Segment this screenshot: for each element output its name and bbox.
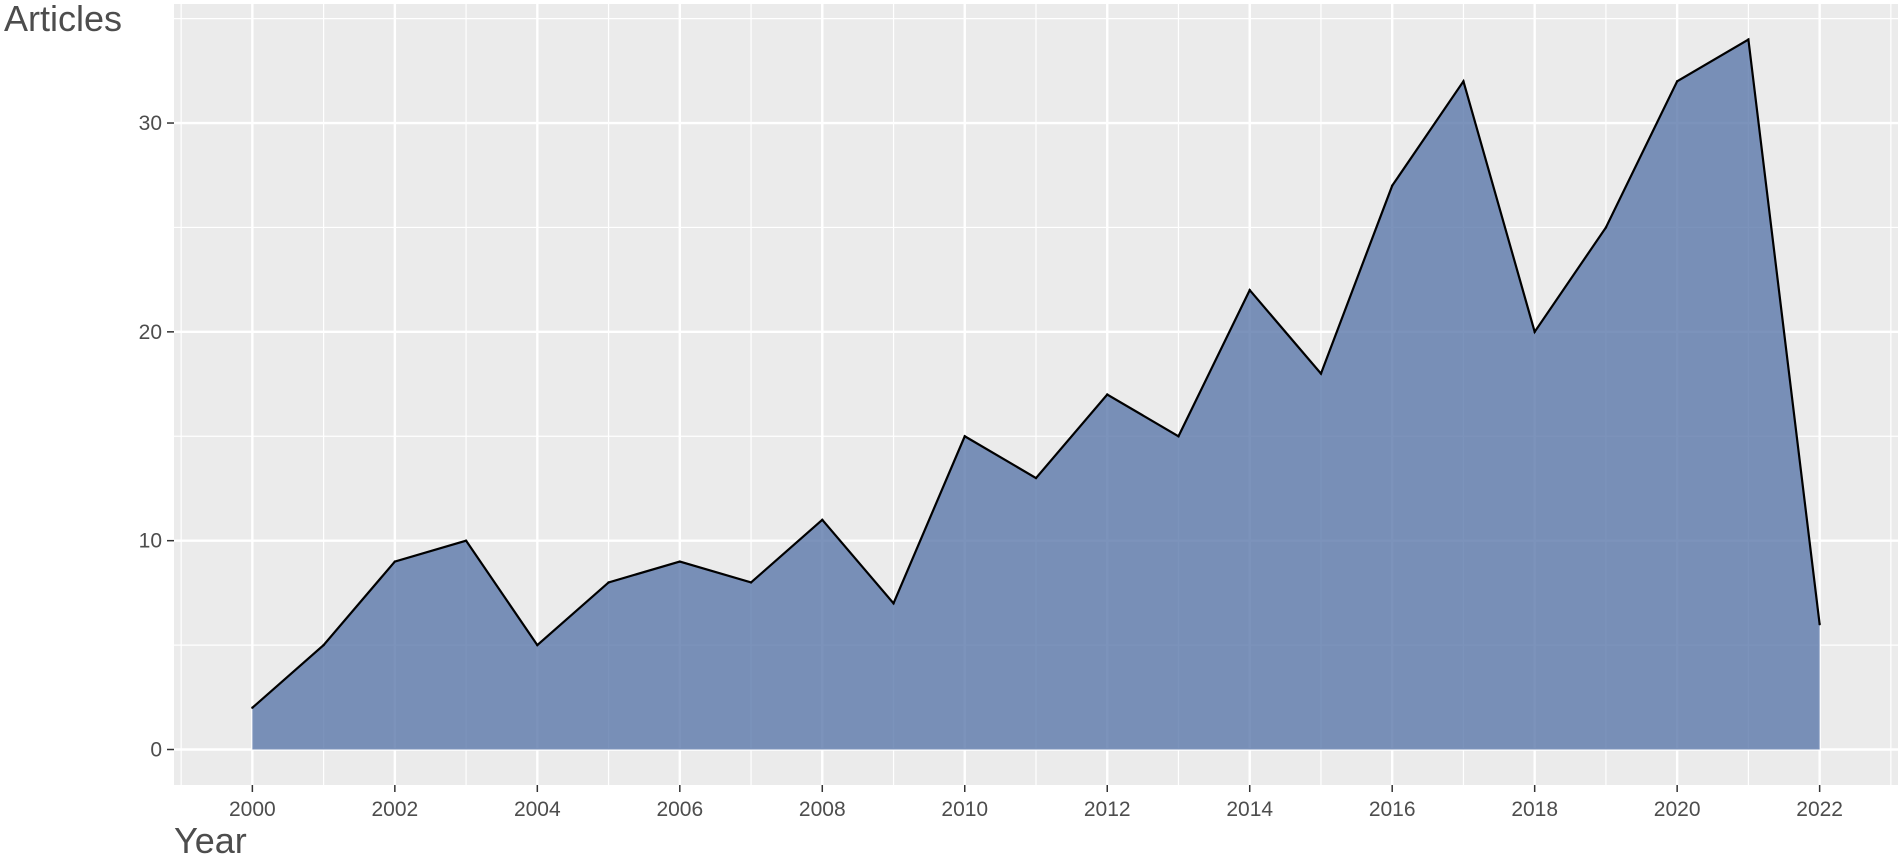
data-point-2011 [1034, 476, 1038, 480]
data-point-2020 [1675, 80, 1679, 83]
x-tick-label: 2008 [799, 798, 846, 821]
data-point-2008 [821, 518, 824, 521]
x-tick-label: 2014 [1226, 798, 1273, 821]
data-point-2002 [393, 560, 397, 563]
y-tick-labels: 0 10 20 30 [139, 112, 162, 761]
y-tick-label: 20 [139, 321, 162, 344]
data-point-2012 [1106, 393, 1109, 396]
x-tick-label: 2004 [514, 798, 561, 821]
data-point-2009 [892, 602, 895, 605]
data-point-2003 [464, 539, 468, 542]
x-tick-label: 2020 [1654, 798, 1701, 821]
x-tick-label: 2022 [1796, 798, 1843, 821]
data-point-2013 [1177, 435, 1180, 438]
y-tick-label: 0 [150, 739, 162, 762]
data-point-2017 [1462, 80, 1465, 83]
data-point-2016 [1390, 184, 1394, 187]
x-tick-label: 2002 [371, 798, 418, 821]
data-point-2001 [322, 643, 325, 647]
x-tick-label: 2012 [1084, 798, 1131, 821]
axis-ticks [167, 122, 1821, 792]
x-axis-title: Year [174, 820, 247, 859]
data-point-2018 [1533, 330, 1536, 334]
data-point-2022 [1818, 623, 1821, 626]
y-tick-label: 10 [139, 530, 162, 553]
data-point-2021 [1747, 38, 1750, 41]
data-point-2014 [1248, 288, 1251, 292]
data-point-2004 [536, 643, 539, 647]
x-tick-labels: 2000 2002 2004 2006 2008 2010 2012 2014 2016 2018… [229, 798, 1843, 821]
data-points [251, 38, 1821, 709]
x-tick-label: 2000 [229, 798, 276, 821]
x-tick-label: 2016 [1369, 798, 1416, 821]
data-point-2006 [678, 560, 682, 563]
x-tick-label: 2018 [1511, 798, 1558, 821]
x-tick-label: 2006 [656, 798, 703, 821]
y-axis-title: Articles [4, 0, 122, 39]
data-point-2005 [607, 581, 610, 584]
data-point-2007 [749, 581, 753, 584]
data-point-2000 [251, 706, 254, 709]
data-point-2015 [1319, 372, 1323, 375]
x-tick-label: 2010 [941, 798, 988, 821]
y-tick-label: 30 [139, 112, 162, 135]
data-point-2010 [963, 435, 966, 438]
data-point-2019 [1604, 226, 1608, 229]
